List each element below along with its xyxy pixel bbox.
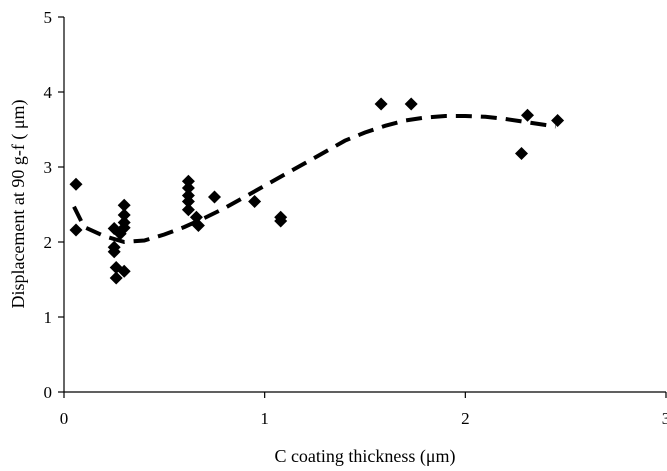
y-tick-label: 3	[44, 158, 53, 177]
y-tick-label: 2	[44, 233, 53, 252]
data-point	[274, 214, 288, 228]
data-point	[191, 219, 205, 232]
data-point	[69, 177, 83, 191]
data-point	[181, 174, 195, 188]
data-point	[181, 203, 195, 217]
data-point	[374, 97, 388, 111]
data-point	[248, 195, 262, 208]
y-tick-label: 5	[44, 8, 53, 27]
data-point	[69, 223, 83, 237]
data-point	[117, 264, 131, 278]
data-point	[404, 97, 418, 111]
data-point	[181, 181, 195, 195]
x-tick-label: 1	[260, 409, 269, 428]
x-tick-label: 0	[60, 409, 69, 428]
data-point	[208, 190, 221, 204]
data-point	[117, 208, 131, 222]
y-tick-label: 4	[44, 83, 53, 102]
y-tick-label: 0	[44, 383, 53, 402]
data-point	[515, 147, 528, 160]
y-axis-title: Displacement at 90 g-f ( μm)	[8, 99, 29, 308]
trend-line	[72, 114, 556, 245]
data-point	[117, 221, 131, 235]
x-tick-label: 3	[662, 409, 667, 428]
data-point	[109, 271, 123, 285]
data-point	[107, 245, 121, 259]
x-tick-label: 2	[461, 409, 470, 428]
data-point	[551, 114, 565, 127]
data-point	[521, 108, 534, 122]
data-point	[117, 198, 131, 212]
x-axis-title: C coating thickness (μm)	[274, 446, 455, 467]
data-point	[181, 195, 195, 208]
y-tick-label: 1	[44, 308, 53, 327]
